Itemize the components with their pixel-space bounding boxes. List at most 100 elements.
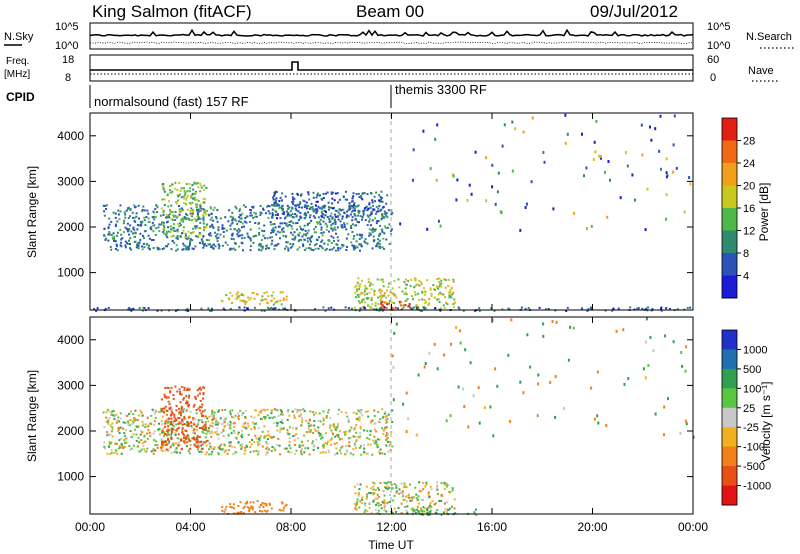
heatmap-cell bbox=[223, 510, 226, 513]
heatmap-cell bbox=[400, 304, 402, 307]
heatmap-cell bbox=[478, 309, 481, 312]
heatmap-cell bbox=[276, 230, 279, 233]
heatmap-cell bbox=[665, 171, 668, 175]
heatmap-cell bbox=[406, 283, 408, 286]
heatmap-cell bbox=[117, 209, 120, 212]
heatmap-cell bbox=[279, 222, 282, 225]
heatmap-cell bbox=[107, 422, 110, 425]
heatmap-cell bbox=[285, 298, 288, 301]
heatmap-cell bbox=[137, 436, 140, 439]
heatmap-cell bbox=[290, 220, 293, 223]
heatmap-cell bbox=[391, 287, 394, 290]
heatmap-cell bbox=[267, 430, 270, 433]
heatmap-cell bbox=[298, 415, 301, 418]
heatmap-cell bbox=[421, 511, 424, 514]
heatmap-cell bbox=[358, 221, 360, 224]
heatmap-cell bbox=[189, 212, 192, 215]
y-tick-label: 3000 bbox=[57, 378, 84, 392]
heatmap-cell bbox=[143, 209, 146, 212]
heatmap-cell bbox=[383, 494, 386, 497]
heatmap-cell bbox=[383, 301, 386, 304]
heatmap-cell bbox=[210, 447, 213, 450]
heatmap-cell bbox=[140, 224, 143, 226]
heatmap-cell bbox=[202, 234, 205, 237]
heatmap-cell bbox=[388, 299, 391, 302]
heatmap-cell bbox=[203, 244, 205, 247]
heatmap-cell bbox=[333, 226, 336, 229]
heatmap-cell bbox=[280, 411, 283, 413]
heatmap-cell bbox=[387, 440, 389, 443]
heatmap-cell bbox=[165, 396, 168, 399]
heatmap-cell bbox=[259, 435, 262, 438]
heatmap-cell bbox=[381, 300, 384, 303]
heatmap-cell bbox=[335, 232, 337, 235]
heatmap-cell bbox=[317, 247, 320, 250]
heatmap-cell bbox=[311, 440, 314, 443]
heatmap-cell bbox=[165, 409, 168, 412]
heatmap-cell bbox=[385, 426, 388, 429]
heatmap-cell bbox=[131, 436, 133, 438]
heatmap-cell bbox=[478, 307, 481, 310]
heatmap-cell bbox=[192, 417, 195, 420]
heatmap-cell bbox=[113, 239, 115, 242]
heatmap-cell bbox=[322, 417, 325, 420]
heatmap-cell bbox=[654, 127, 657, 131]
heatmap-cell bbox=[427, 304, 430, 306]
heatmap-cell bbox=[170, 204, 173, 207]
heatmap-cell bbox=[209, 309, 211, 312]
heatmap-cell bbox=[209, 432, 212, 435]
heatmap-cell bbox=[281, 204, 284, 207]
heatmap-cell bbox=[373, 308, 376, 311]
heatmap-cell bbox=[371, 283, 374, 286]
heatmap-cell bbox=[122, 421, 125, 424]
heatmap-cell bbox=[259, 411, 262, 414]
heatmap-cell bbox=[228, 298, 231, 301]
heatmap-cell bbox=[349, 452, 352, 455]
heatmap-cell bbox=[229, 307, 232, 310]
heatmap-cell bbox=[178, 412, 181, 415]
heatmap-cell bbox=[202, 246, 205, 249]
heatmap-cell bbox=[172, 420, 175, 423]
heatmap-cell bbox=[361, 292, 364, 295]
heatmap-cell bbox=[187, 437, 190, 439]
heatmap-cell bbox=[259, 212, 262, 215]
heatmap-cell bbox=[282, 227, 285, 230]
heatmap-cell bbox=[331, 202, 334, 205]
heatmap-cell bbox=[405, 509, 408, 512]
heatmap-cell bbox=[186, 434, 189, 437]
heatmap-cell bbox=[428, 504, 431, 507]
heatmap-cell bbox=[330, 192, 333, 195]
heatmap-cell bbox=[164, 420, 167, 423]
heatmap-cell bbox=[186, 401, 189, 404]
heatmap-cell bbox=[692, 435, 695, 439]
heatmap-cell bbox=[440, 282, 443, 285]
heatmap-cell bbox=[279, 206, 282, 209]
heatmap-cell bbox=[165, 245, 167, 248]
heatmap-cell bbox=[177, 195, 180, 198]
heatmap-cell bbox=[115, 243, 118, 246]
heatmap-cell bbox=[167, 437, 169, 440]
heatmap-cell bbox=[341, 226, 344, 229]
heatmap-cell bbox=[416, 497, 419, 499]
heatmap-cell bbox=[156, 447, 159, 449]
heatmap-cell bbox=[429, 287, 432, 290]
heatmap-cell bbox=[150, 226, 153, 229]
heatmap-cell bbox=[108, 217, 111, 220]
heatmap-cell bbox=[367, 443, 370, 446]
heatmap-cell bbox=[125, 437, 128, 440]
heatmap-cell bbox=[360, 245, 363, 248]
heatmap-cell bbox=[143, 435, 146, 438]
heatmap-cell bbox=[446, 484, 449, 487]
heatmap-cell bbox=[192, 429, 195, 432]
heatmap-cell bbox=[276, 203, 279, 205]
heatmap-cell bbox=[109, 245, 112, 248]
heatmap-cell bbox=[368, 228, 371, 231]
heatmap-cell bbox=[164, 425, 166, 428]
heatmap-cell bbox=[376, 242, 379, 245]
heatmap-cell bbox=[410, 508, 413, 511]
heatmap-cell bbox=[453, 498, 456, 501]
heatmap-cell bbox=[377, 438, 379, 441]
heatmap-cell bbox=[345, 445, 347, 447]
heatmap-cell bbox=[281, 230, 284, 233]
heatmap-cell bbox=[208, 415, 211, 418]
